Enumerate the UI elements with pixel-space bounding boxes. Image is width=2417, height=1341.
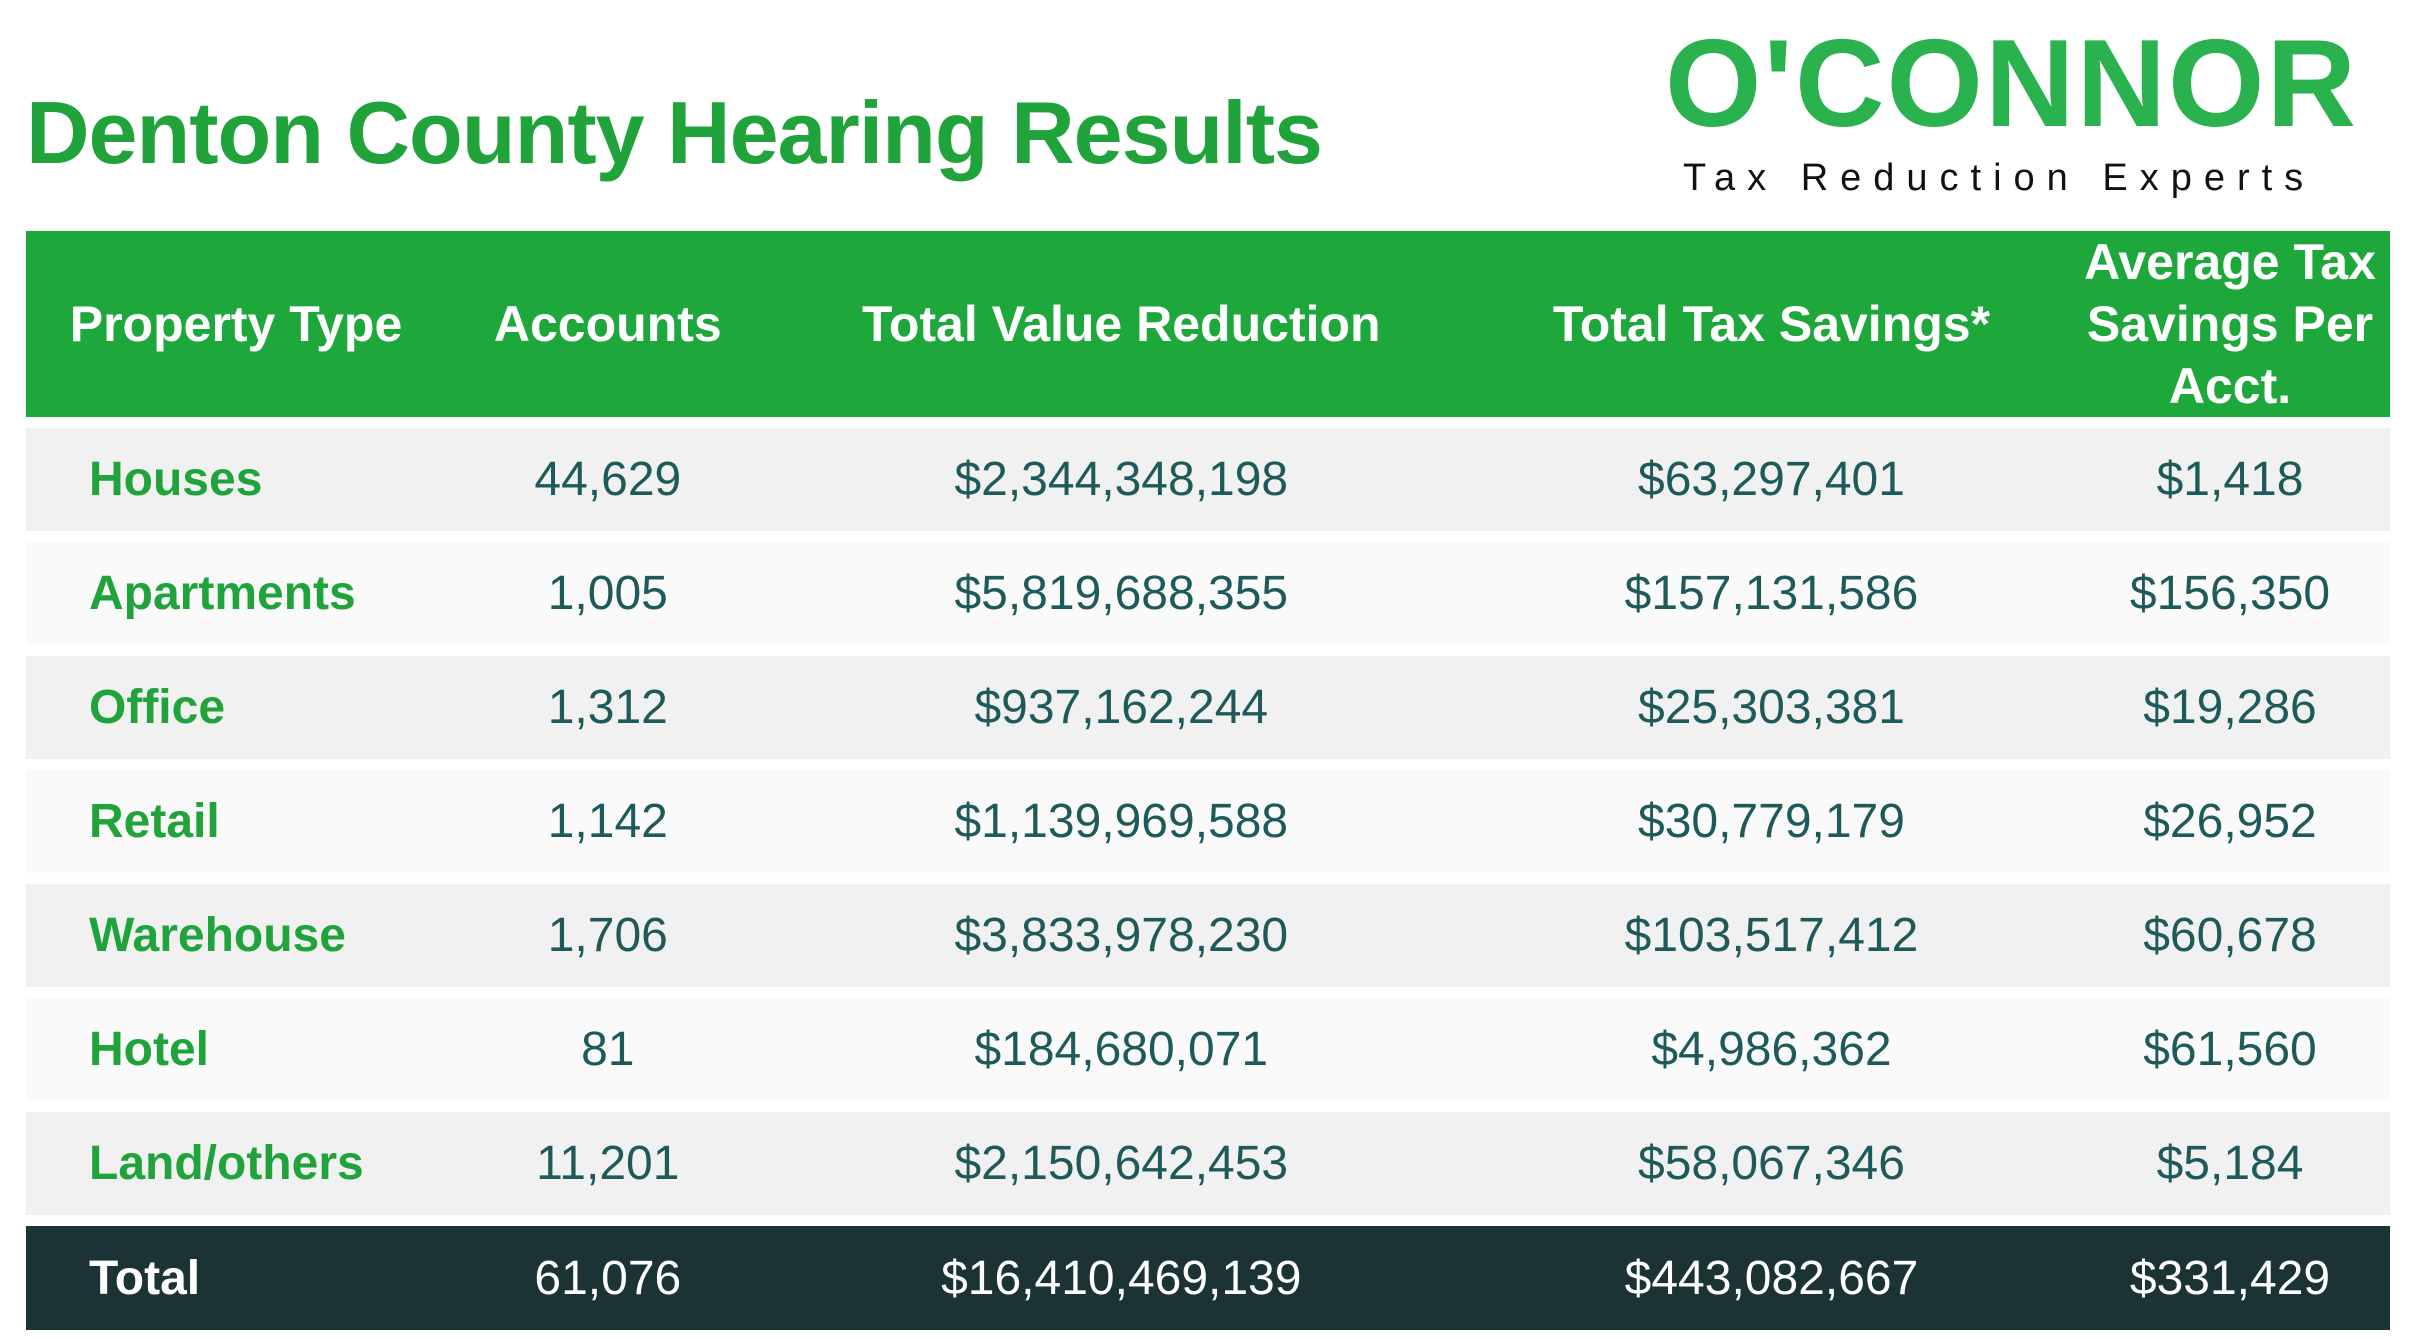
cell-property-type: Houses <box>26 428 446 531</box>
cell-total-tax-savings: $4,986,362 <box>1472 998 2070 1101</box>
cell-total-value-reduction: $3,833,978,230 <box>769 884 1473 987</box>
cell-average-tax-savings: $5,184 <box>2070 1112 2390 1215</box>
cell-property-type: Office <box>26 656 446 759</box>
total-total-tax-savings: $443,082,667 <box>1472 1226 2070 1330</box>
table-row: Apartments 1,005 $5,819,688,355 $157,131,58… <box>26 542 2390 645</box>
table-row: Hotel 81 $184,680,071 $4,986,362 $61,560 <box>26 998 2390 1101</box>
cell-total-value-reduction: $2,344,348,198 <box>769 428 1473 531</box>
cell-total-tax-savings: $103,517,412 <box>1472 884 2070 987</box>
total-total-value-reduction: $16,410,469,139 <box>769 1226 1473 1330</box>
cell-total-tax-savings: $63,297,401 <box>1472 428 2070 531</box>
header-total-value-reduction: Total Value Reduction <box>769 231 1473 417</box>
cell-accounts: 1,005 <box>446 542 770 645</box>
table-row: Office 1,312 $937,162,244 $25,303,381 $19,28… <box>26 656 2390 759</box>
cell-property-type: Hotel <box>26 998 446 1101</box>
cell-total-tax-savings: $30,779,179 <box>1472 770 2070 873</box>
table-row: Houses 44,629 $2,344,348,198 $63,297,401 $1,… <box>26 428 2390 531</box>
hearing-results-table: Property Type Accounts Total Value Reduc… <box>26 220 2390 1341</box>
total-accounts: 61,076 <box>446 1226 770 1330</box>
cell-total-tax-savings: $157,131,586 <box>1472 542 2070 645</box>
oconnor-logo: O'CONNOR Tax Reduction Experts <box>1665 15 2395 208</box>
cell-average-tax-savings: $19,286 <box>2070 656 2390 759</box>
cell-total-value-reduction: $1,139,969,588 <box>769 770 1473 873</box>
cell-total-value-reduction: $5,819,688,355 <box>769 542 1473 645</box>
cell-total-value-reduction: $2,150,642,453 <box>769 1112 1473 1215</box>
cell-property-type: Land/others <box>26 1112 446 1215</box>
cell-accounts: 1,706 <box>446 884 770 987</box>
table-header-row: Property Type Accounts Total Value Reduc… <box>26 231 2390 417</box>
header-average-tax-savings: Average Tax Savings Per Acct. <box>2070 231 2390 417</box>
cell-average-tax-savings: $60,678 <box>2070 884 2390 987</box>
header-accounts: Accounts <box>446 231 770 417</box>
cell-accounts: 81 <box>446 998 770 1101</box>
header-total-tax-savings: Total Tax Savings* <box>1472 231 2070 417</box>
cell-total-tax-savings: $25,303,381 <box>1472 656 2070 759</box>
cell-accounts: 44,629 <box>446 428 770 531</box>
cell-accounts: 1,312 <box>446 656 770 759</box>
total-average-tax-savings: $331,429 <box>2070 1226 2390 1330</box>
cell-average-tax-savings: $1,418 <box>2070 428 2390 531</box>
cell-accounts: 11,201 <box>446 1112 770 1215</box>
cell-total-value-reduction: $937,162,244 <box>769 656 1473 759</box>
table-row: Retail 1,142 $1,139,969,588 $30,779,179 $26,… <box>26 770 2390 873</box>
cell-accounts: 1,142 <box>446 770 770 873</box>
cell-average-tax-savings: $26,952 <box>2070 770 2390 873</box>
total-property-type: Total <box>26 1226 446 1330</box>
logo-wordmark: O'CONNOR <box>1665 15 2359 153</box>
cell-average-tax-savings: $156,350 <box>2070 542 2390 645</box>
cell-total-tax-savings: $58,067,346 <box>1472 1112 2070 1215</box>
total-row: Total 61,076 $16,410,469,139 $443,082,667 $3… <box>26 1226 2390 1330</box>
cell-average-tax-savings: $61,560 <box>2070 998 2390 1101</box>
cell-total-value-reduction: $184,680,071 <box>769 998 1473 1101</box>
cell-property-type: Apartments <box>26 542 446 645</box>
cell-property-type: Retail <box>26 770 446 873</box>
header-property-type: Property Type <box>26 231 446 417</box>
logo-tagline: Tax Reduction Experts <box>1683 157 2316 199</box>
cell-property-type: Warehouse <box>26 884 446 987</box>
page-title: Denton County Hearing Results <box>26 83 1323 182</box>
table-row: Land/others 11,201 $2,150,642,453 $58,067,3… <box>26 1112 2390 1215</box>
table-row: Warehouse 1,706 $3,833,978,230 $103,517,412… <box>26 884 2390 987</box>
